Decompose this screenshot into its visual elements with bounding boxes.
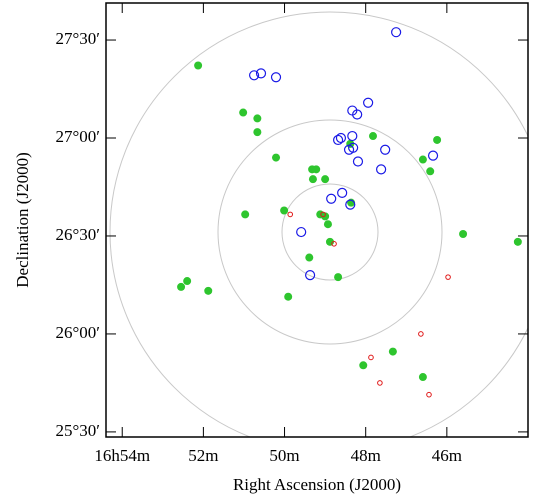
point: [343, 144, 355, 155]
point: [426, 391, 432, 398]
point: [380, 144, 391, 155]
point: [352, 156, 364, 167]
point: [323, 220, 332, 229]
point: [253, 114, 262, 123]
x-tick-label: 50m: [269, 446, 299, 465]
point: [308, 165, 317, 174]
point: [321, 212, 330, 221]
point: [426, 167, 435, 176]
point: [272, 153, 281, 162]
point: [287, 211, 294, 218]
point: [253, 128, 262, 137]
point: [376, 164, 387, 175]
point: [333, 134, 344, 146]
point: [296, 226, 307, 238]
point: [326, 193, 337, 204]
point: [359, 361, 368, 370]
point: [345, 199, 356, 210]
ring: [217, 119, 443, 345]
x-tick-label: 48m: [351, 446, 381, 465]
point: [459, 230, 468, 239]
point: [352, 109, 363, 120]
point: [388, 347, 397, 356]
point: [204, 286, 213, 295]
point: [280, 206, 289, 215]
point: [320, 211, 326, 218]
y-tick-label: 26°30′: [55, 225, 100, 244]
point: [418, 373, 427, 382]
point: [368, 132, 377, 141]
point: [445, 274, 451, 280]
point: [377, 380, 383, 386]
point: [363, 97, 374, 108]
point: [284, 292, 293, 301]
x-tick-label: 16h54m: [94, 446, 150, 465]
point: [513, 237, 522, 246]
plot-frame: [105, 2, 529, 438]
point: [337, 187, 348, 198]
point: [335, 132, 347, 144]
y-axis-label: Declination (J2000): [13, 152, 32, 288]
point: [347, 130, 358, 142]
y-tick-label: 27°30′: [55, 29, 100, 48]
ring: [281, 183, 379, 281]
point: [331, 241, 337, 247]
point: [183, 277, 192, 286]
point: [391, 27, 402, 38]
point: [321, 175, 330, 184]
point: [418, 331, 424, 337]
point: [308, 175, 317, 184]
point: [255, 68, 267, 79]
y-tick-label: 26°00′: [55, 323, 100, 342]
point: [194, 61, 203, 70]
point: [241, 210, 250, 219]
point: [433, 135, 442, 144]
y-tick-label: 25°30′: [55, 421, 100, 440]
point: [305, 253, 314, 262]
ring: [109, 11, 528, 437]
point: [427, 150, 439, 161]
rings: [109, 11, 528, 437]
point: [270, 72, 282, 83]
point: [249, 70, 260, 81]
point: [239, 108, 248, 117]
x-tick-label: 46m: [432, 446, 462, 465]
x-tick-label: 52m: [188, 446, 218, 465]
point: [334, 273, 343, 282]
point: [368, 354, 374, 361]
point: [418, 155, 427, 164]
x-axis-label: Right Ascension (J2000): [233, 475, 401, 494]
point: [305, 270, 316, 281]
y-tick-label: 27°00′: [55, 127, 100, 146]
point: [177, 282, 186, 291]
